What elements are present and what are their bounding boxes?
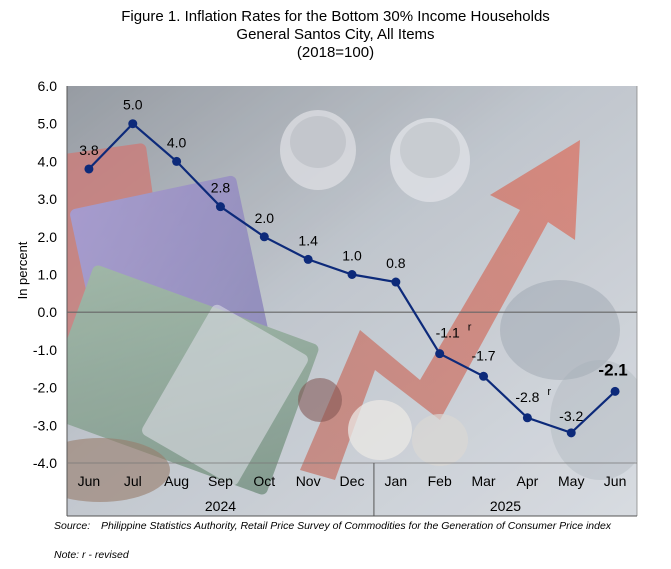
data-label: -2.8 [515,389,539,405]
data-label: 5.0 [123,97,143,113]
data-point [84,164,94,174]
x-tick-label: Sep [208,473,233,489]
y-tick-label: 6.0 [38,78,58,94]
data-label: 2.0 [255,210,275,226]
y-tick-label: -2.0 [33,380,57,396]
x-tick-label: Apr [516,473,538,489]
revised-note: Note: r - revised [54,549,129,561]
data-point [391,277,401,287]
year-label: 2025 [490,498,521,514]
data-point [566,428,576,438]
y-tick-label: -4.0 [33,455,57,471]
data-point [479,371,489,381]
data-label: 2.8 [211,180,231,196]
data-label: 3.8 [79,142,99,158]
y-tick-label: 0.0 [38,304,58,320]
data-label: -1.1 [436,325,460,341]
data-point [128,119,138,129]
x-tick-label: Jun [604,473,627,489]
x-tick-label: Oct [253,473,275,489]
x-tick-label: Aug [164,473,189,489]
chart-title-block: Figure 1. Inflation Rates for the Bottom… [0,8,671,62]
y-tick-label: -3.0 [33,417,57,433]
chart-title: Figure 1. Inflation Rates for the Bottom… [121,8,550,25]
y-tick-label: -1.0 [33,342,57,358]
data-point [347,270,357,279]
data-label: 4.0 [167,134,187,150]
data-label: 0.8 [386,255,406,271]
x-tick-label: Jul [124,473,142,489]
x-tick-label: May [558,473,584,489]
x-tick-label: Dec [340,473,365,489]
data-point [215,202,225,212]
x-tick-label: Nov [296,473,321,489]
data-label: 1.0 [342,248,362,264]
data-point [610,386,620,396]
source-label: Source: [54,520,91,532]
background-illustration [67,86,637,516]
y-tick-label: 5.0 [38,116,58,132]
data-point [303,254,313,264]
y-tick-label: 4.0 [38,153,58,169]
x-tick-label: Jun [78,473,101,489]
data-label: -3.2 [559,408,583,424]
data-point [522,413,532,423]
x-tick-label: Jan [385,473,408,489]
y-axis-title: In percent [15,241,30,299]
data-point [435,349,445,359]
source-text: Philippine Statistics Authority, Retail … [101,520,612,532]
y-tick-label: 2.0 [38,229,58,245]
year-label: 2024 [205,498,236,514]
data-point [172,156,182,166]
data-point [259,232,269,242]
chart-subtitle: General Santos City, All Items [236,26,435,43]
revised-marker: r [547,386,551,398]
source-note: Source: Philippine Statistics Authority,… [54,520,654,533]
revised-marker: r [468,322,472,334]
y-tick-label: 1.0 [38,267,58,283]
data-label: -1.7 [471,347,495,363]
chart-base-year: (2018=100) [296,44,375,61]
x-tick-label: Mar [471,473,495,489]
x-tick-label: Feb [428,473,452,489]
y-tick-label: 3.0 [38,191,58,207]
data-label: 1.4 [298,232,318,248]
data-label: -2.1 [598,360,627,379]
